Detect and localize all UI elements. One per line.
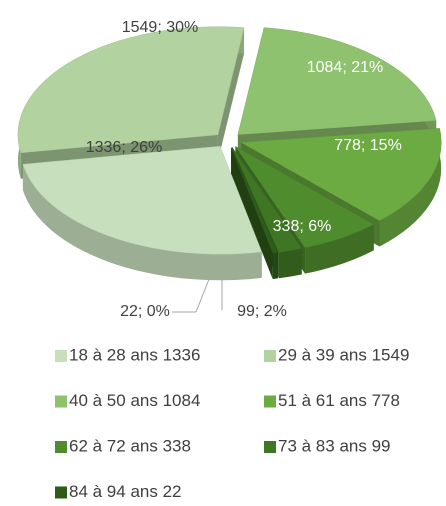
slice-side bbox=[231, 147, 273, 280]
data-label: 338; 6% bbox=[273, 218, 332, 235]
slice-top bbox=[240, 128, 442, 221]
legend-swatch bbox=[55, 441, 67, 453]
slice-wall bbox=[379, 128, 442, 247]
legend-swatch bbox=[55, 350, 67, 362]
slice-wall bbox=[272, 252, 278, 280]
legend-label: 29 à 39 ans 1549 bbox=[278, 345, 409, 364]
legend-swatch bbox=[264, 441, 276, 453]
legend-label: 51 à 61 ans 778 bbox=[278, 391, 400, 410]
legend-label: 40 à 50 ans 1084 bbox=[69, 391, 200, 410]
slice-top bbox=[17, 26, 245, 154]
legend-swatch bbox=[55, 395, 67, 408]
slice-side bbox=[217, 27, 245, 161]
data-label: 778; 15% bbox=[334, 137, 402, 154]
slice-top bbox=[237, 27, 437, 135]
slice-top bbox=[235, 146, 375, 248]
legend-label: 18 à 28 ans 1336 bbox=[69, 345, 200, 364]
data-label: 99; 2% bbox=[237, 303, 287, 320]
slice-wall bbox=[278, 248, 302, 279]
data-label: 1336; 26% bbox=[86, 139, 163, 156]
legend-label: 73 à 83 ans 99 bbox=[278, 436, 390, 455]
slice-wall bbox=[305, 224, 374, 274]
slice-wall bbox=[22, 164, 262, 281]
legend-label: 62 à 72 ans 338 bbox=[69, 436, 191, 455]
data-label: 1084; 21% bbox=[307, 59, 384, 76]
slice-top bbox=[230, 147, 279, 254]
slice bbox=[22, 145, 263, 281]
legend-swatch bbox=[55, 486, 67, 499]
legend-label: 84 à 94 ans 22 bbox=[69, 482, 181, 501]
slice bbox=[230, 147, 279, 280]
data-label: 22; 0% bbox=[120, 303, 170, 320]
slice-top bbox=[231, 147, 303, 253]
legend-swatch bbox=[264, 350, 276, 362]
data-label: 1549; 30% bbox=[122, 19, 199, 36]
legend-swatch bbox=[264, 395, 276, 408]
slice-top bbox=[22, 145, 263, 255]
